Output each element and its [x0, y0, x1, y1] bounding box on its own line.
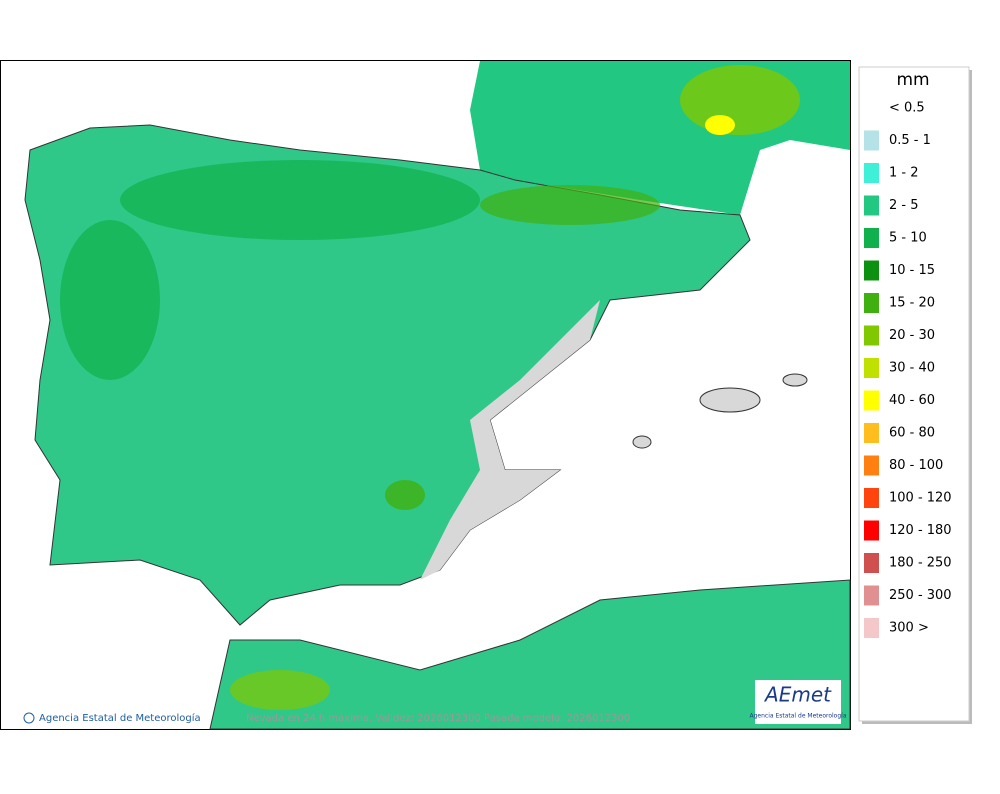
- legend-swatch: [864, 195, 879, 216]
- legend-swatch: [864, 228, 879, 248]
- legend-label: 250 - 300: [889, 588, 952, 603]
- dry-east: [420, 300, 600, 580]
- logo: AEmet: [763, 683, 832, 707]
- legend-label: 80 - 100: [889, 458, 943, 473]
- legend-label: 1 - 2: [889, 166, 919, 181]
- precip-patch: [385, 480, 425, 510]
- legend-label: 2 - 5: [889, 198, 919, 213]
- legend: mm < 0.5 0.5 - 1 1 - 2 2 - 5 5 - 10 10 - 15 15…: [858, 66, 972, 724]
- legend-label: 15 - 20: [889, 296, 935, 311]
- logo-box: [755, 680, 841, 724]
- legend-label: 10 - 15: [889, 263, 935, 278]
- balearic-island: [632, 435, 652, 449]
- legend-swatch: [864, 423, 879, 443]
- legend-label: 30 - 40: [889, 361, 935, 376]
- precip-patch: [705, 115, 735, 135]
- map: Agencia Estatal de Meteorología Nevada e…: [0, 60, 851, 730]
- legend-label: 20 - 30: [889, 328, 935, 343]
- africa: [209, 579, 851, 730]
- legend-swatch: [864, 455, 879, 476]
- legend-label: < 0.5: [889, 101, 925, 116]
- balearic-island: [699, 387, 761, 413]
- legend-label: 100 - 120: [889, 491, 952, 506]
- legend-swatch: [864, 260, 879, 281]
- legend-label: 300 >: [889, 621, 929, 636]
- legend-swatch: [864, 358, 879, 378]
- legend-swatch: [864, 130, 879, 151]
- precip-patch: [480, 185, 660, 225]
- legend-swatch: [864, 390, 879, 411]
- legend-swatch: [864, 553, 879, 573]
- legend-swatch: [864, 163, 879, 183]
- legend-label: 40 - 60: [889, 393, 935, 408]
- legend-swatch: [864, 618, 879, 638]
- legend-label: 0.5 - 1: [889, 133, 931, 148]
- legend-swatch: [864, 293, 879, 313]
- legend-swatch: [864, 325, 879, 346]
- precip-patch: [230, 670, 330, 710]
- legend-label: 120 - 180: [889, 523, 952, 538]
- legend-swatch: [864, 488, 879, 508]
- logo-subtitle: Agencia Estatal de Meteorología: [750, 713, 847, 720]
- legend-label: 5 - 10: [889, 231, 927, 246]
- legend-swatch: [864, 585, 879, 606]
- legend-unit: mm: [896, 70, 929, 90]
- credit: Agencia Estatal de Meteorología: [39, 712, 201, 724]
- precip-patch: [60, 220, 160, 380]
- caption: Nevada en 24 h máxima. Validez: 20260123…: [246, 712, 630, 724]
- balearic-island: [782, 373, 808, 387]
- legend-label: 60 - 80: [889, 426, 935, 441]
- copyright-icon: [23, 712, 35, 724]
- precip-patch: [120, 160, 480, 240]
- legend-label: 180 - 250: [889, 556, 952, 571]
- precip-patch: [680, 65, 800, 135]
- legend-swatch: [864, 520, 879, 541]
